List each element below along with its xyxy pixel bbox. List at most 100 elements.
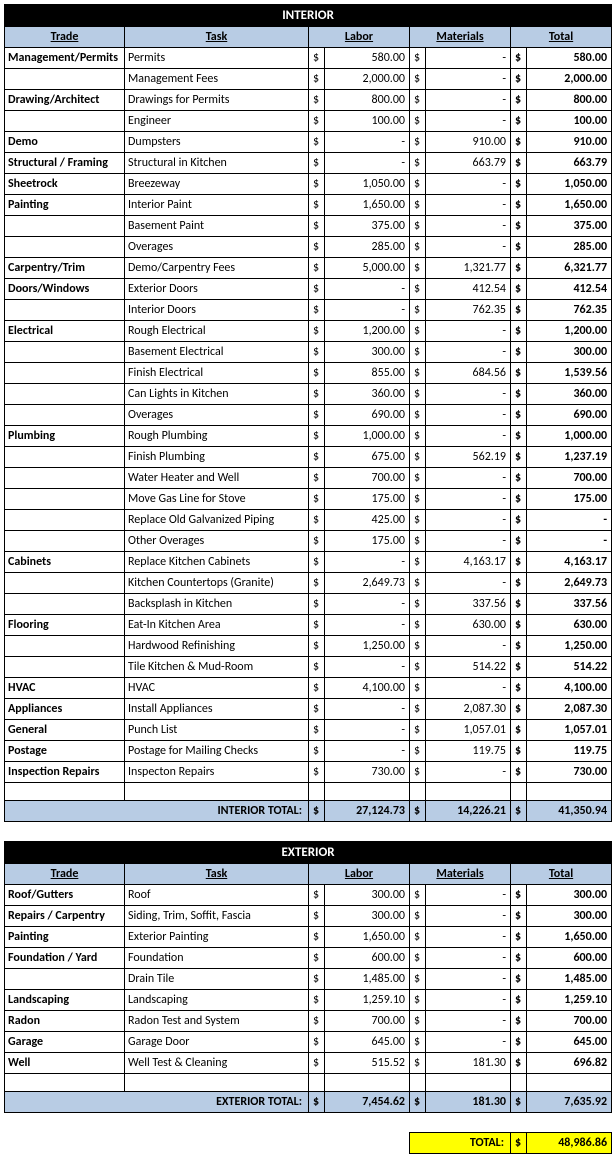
cell-total-amount: 700.00	[527, 468, 612, 489]
cell-materials-currency: $	[410, 489, 426, 510]
cell-task: Rough Electrical	[125, 321, 309, 342]
cell-total-currency: $	[511, 741, 527, 762]
cell-total-amount: 1,485.00	[527, 969, 612, 990]
cell-total-currency: $	[511, 279, 527, 300]
subtotal-label: INTERIOR TOTAL:	[5, 801, 309, 822]
cell-trade	[5, 300, 125, 321]
cell-trade: Repairs / Carpentry	[5, 906, 125, 927]
spacer	[527, 783, 612, 801]
subtotal-total-currency: $	[511, 801, 527, 822]
cell-labor-amount: 730.00	[325, 762, 410, 783]
cell-materials-currency: $	[410, 69, 426, 90]
spacer	[325, 783, 410, 801]
cell-trade: Management/Permits	[5, 48, 125, 69]
cell-labor-amount: 690.00	[325, 405, 410, 426]
table-row: Drain Tile$1,485.00$-$1,485.00	[5, 969, 612, 990]
cell-materials-currency: $	[410, 885, 426, 906]
cell-materials-currency: $	[410, 363, 426, 384]
cell-total-currency: $	[511, 657, 527, 678]
cell-total-amount: 762.35	[527, 300, 612, 321]
cell-labor-amount: 580.00	[325, 48, 410, 69]
cell-total-amount: 412.54	[527, 279, 612, 300]
spacer	[309, 783, 325, 801]
subtotal-labor-currency: $	[309, 801, 325, 822]
cell-labor-currency: $	[309, 216, 325, 237]
cell-materials-amount: 1,321.77	[426, 258, 511, 279]
cell-materials-amount: 663.79	[426, 153, 511, 174]
cell-labor-amount: 1,259.10	[325, 990, 410, 1011]
cell-total-amount: 690.00	[527, 405, 612, 426]
header-task: Task	[125, 27, 309, 48]
cell-labor-currency: $	[309, 279, 325, 300]
cell-materials-amount: 4,163.17	[426, 552, 511, 573]
cell-total-amount: 2,000.00	[527, 69, 612, 90]
cell-materials-currency: $	[410, 699, 426, 720]
cell-materials-amount: -	[426, 426, 511, 447]
cell-total-currency: $	[511, 405, 527, 426]
cell-materials-currency: $	[410, 237, 426, 258]
cell-total-amount: 580.00	[527, 48, 612, 69]
cell-labor-amount: 700.00	[325, 468, 410, 489]
spacer	[5, 783, 125, 801]
cell-trade	[5, 573, 125, 594]
cell-total-currency: $	[511, 111, 527, 132]
cell-labor-currency: $	[309, 90, 325, 111]
cell-labor-amount: 675.00	[325, 447, 410, 468]
header-trade: Trade	[5, 864, 125, 885]
table-row: GarageGarage Door$645.00$-$645.00	[5, 1032, 612, 1053]
cell-total-amount: 375.00	[527, 216, 612, 237]
cell-trade	[5, 216, 125, 237]
cell-task: Interior Paint	[125, 195, 309, 216]
cell-total-amount: 4,163.17	[527, 552, 612, 573]
table-row: Overages$285.00$-$285.00	[5, 237, 612, 258]
cell-labor-amount: 360.00	[325, 384, 410, 405]
cell-task: Dumpsters	[125, 132, 309, 153]
cell-labor-amount: 2,649.73	[325, 573, 410, 594]
cell-labor-currency: $	[309, 69, 325, 90]
cell-total-amount: 514.22	[527, 657, 612, 678]
cell-trade: Doors/Windows	[5, 279, 125, 300]
cell-total-amount: -	[527, 510, 612, 531]
cell-materials-currency: $	[410, 636, 426, 657]
table-row: PaintingExterior Painting$1,650.00$-$1,6…	[5, 927, 612, 948]
cell-total-amount: -	[527, 531, 612, 552]
cell-total-currency: $	[511, 489, 527, 510]
cell-total-currency: $	[511, 153, 527, 174]
cell-total-currency: $	[511, 948, 527, 969]
cell-materials-amount: -	[426, 948, 511, 969]
cell-total-currency: $	[511, 906, 527, 927]
cell-labor-currency: $	[309, 195, 325, 216]
cell-total-currency: $	[511, 468, 527, 489]
cell-labor-amount: 300.00	[325, 342, 410, 363]
cell-materials-currency: $	[410, 90, 426, 111]
cell-labor-currency: $	[309, 678, 325, 699]
cell-total-currency: $	[511, 699, 527, 720]
cell-labor-amount: -	[325, 741, 410, 762]
cell-total-currency: $	[511, 237, 527, 258]
cell-materials-currency: $	[410, 969, 426, 990]
cell-materials-currency: $	[410, 762, 426, 783]
grand-total-currency: $	[511, 1133, 527, 1154]
cell-materials-amount: -	[426, 216, 511, 237]
cell-task: Replace Kitchen Cabinets	[125, 552, 309, 573]
cell-materials-amount: 412.54	[426, 279, 511, 300]
cell-labor-currency: $	[309, 321, 325, 342]
table-row: DemoDumpsters$-$910.00$910.00	[5, 132, 612, 153]
cell-task: Water Heater and Well	[125, 468, 309, 489]
cell-labor-currency: $	[309, 927, 325, 948]
cell-materials-amount: -	[426, 678, 511, 699]
cell-materials-amount: 684.56	[426, 363, 511, 384]
cell-trade: Garage	[5, 1032, 125, 1053]
cell-materials-currency: $	[410, 948, 426, 969]
cell-labor-currency: $	[309, 48, 325, 69]
cell-labor-currency: $	[309, 342, 325, 363]
table-row: Management/PermitsPermits$580.00$-$580.0…	[5, 48, 612, 69]
cell-materials-currency: $	[410, 405, 426, 426]
cell-materials-currency: $	[410, 615, 426, 636]
subtotal-row: EXTERIOR TOTAL:$7,454.62$181.30$7,635.92	[5, 1092, 612, 1113]
cell-materials-currency: $	[410, 279, 426, 300]
cell-labor-currency: $	[309, 132, 325, 153]
spacer	[410, 1074, 426, 1092]
header-materials: Materials	[410, 27, 511, 48]
cell-total-amount: 119.75	[527, 741, 612, 762]
